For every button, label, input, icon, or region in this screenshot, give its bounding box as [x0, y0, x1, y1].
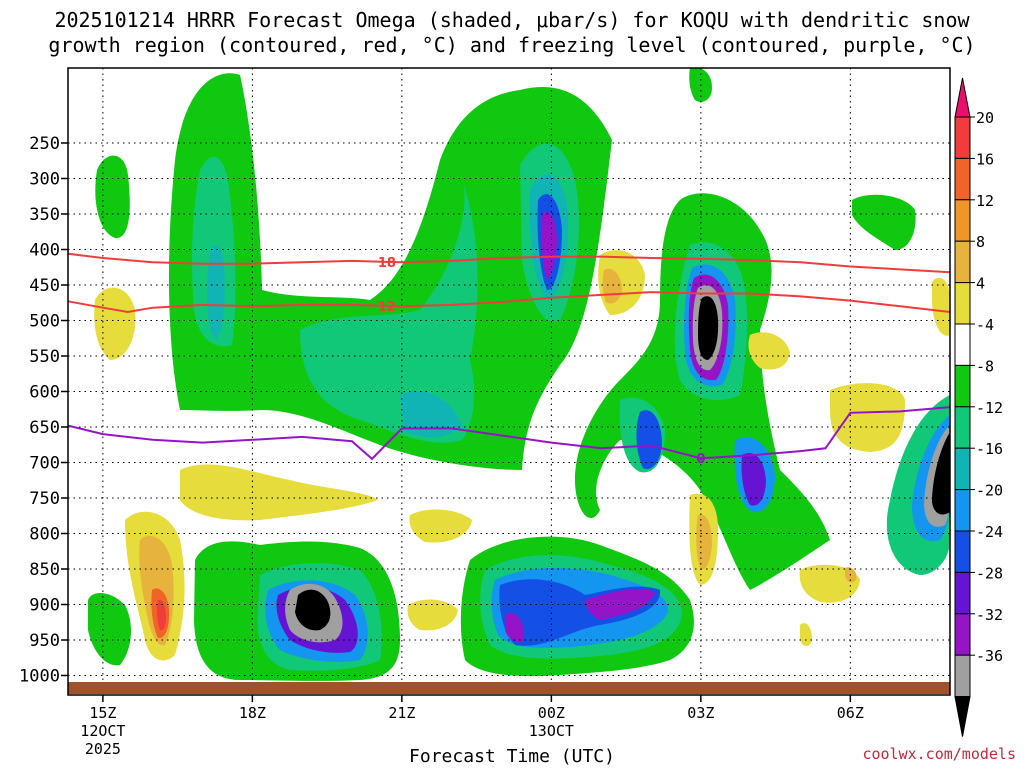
x-tick-label: 18Z: [239, 704, 266, 722]
colorbar-label: -32: [976, 606, 1003, 624]
grid: [68, 68, 950, 695]
y-tick-label: 300: [29, 170, 60, 190]
contours: 18 12 0: [67, 252, 951, 467]
y-tick-label: 700: [29, 454, 60, 474]
credit-link[interactable]: coolwx.com/models: [862, 745, 1016, 763]
x-tick-year: 2025: [85, 740, 121, 758]
y-tick-label: 600: [29, 383, 60, 403]
y-tick-label: 550: [29, 347, 60, 367]
chart-title-line-2: growth region (contoured, red, °C) and f…: [48, 33, 976, 57]
colorbar-cell: [954, 199, 971, 242]
colorbar-cell: [954, 157, 971, 201]
colorbar-cell: [954, 116, 971, 159]
colorbar-top-arrow: [954, 77, 971, 118]
x-tick-label: 03Z: [687, 704, 714, 722]
y-tick-label: 650: [29, 418, 60, 438]
colorbar-cell: [954, 654, 971, 698]
colorbar: 20 16 12 8 4 -4 -8 -12 -16 -20 -24 -28 -32 -36: [954, 77, 1003, 737]
colorbar-cell: [954, 282, 971, 325]
colorbar-cell: [954, 571, 971, 615]
y-tick-label: 950: [29, 631, 60, 651]
x-tick-label: 00Z: [538, 704, 565, 722]
colorbar-label: -12: [976, 399, 1003, 417]
colorbar-cell: [954, 530, 971, 573]
colorbar-cell: [954, 364, 971, 408]
y-tick-label: 850: [29, 560, 60, 580]
colorbar-label: -36: [976, 647, 1003, 665]
colorbar-bottom-arrow: [954, 696, 971, 737]
x-tick-date: 13OCT: [529, 722, 574, 740]
colorbar-cell: [954, 489, 971, 532]
contour-line: [67, 291, 951, 314]
surface-strip: [68, 682, 950, 694]
colorbar-label: 12: [976, 192, 994, 210]
y-tick-label: 800: [29, 525, 60, 545]
colorbar-cell: [954, 240, 971, 284]
colorbar-label: -24: [976, 523, 1003, 541]
colorbar-label: -28: [976, 564, 1003, 582]
contour-label: 18: [378, 256, 396, 271]
colorbar-label: 4: [976, 275, 985, 293]
y-tick-label: 750: [29, 489, 60, 509]
y-tick-label: 900: [29, 596, 60, 616]
colorbar-label: 16: [976, 150, 994, 168]
y-axis: 250 300 350 400 450 500 550 600 650 700 750 800 850 9…: [19, 134, 68, 687]
contour-label: 12: [378, 300, 396, 315]
colorbar-label: 20: [976, 109, 994, 127]
colorbar-label: -16: [976, 440, 1003, 458]
colorbar-cell: [954, 613, 971, 656]
plot-frame: [67, 67, 951, 696]
colorbar-label: -8: [976, 357, 994, 375]
colorbar-label: 8: [976, 233, 985, 251]
colorbar-label: -20: [976, 482, 1003, 500]
x-tick-label: 15Z: [89, 704, 116, 722]
colorbar-label: -4: [976, 316, 994, 334]
contour-line: [67, 406, 951, 461]
colorbar-cell: [954, 406, 971, 449]
y-tick-label: 500: [29, 312, 60, 332]
y-tick-label: 250: [29, 134, 60, 154]
colorbar-cell: [954, 447, 971, 491]
y-tick-label: 400: [29, 241, 60, 261]
contour-label: 0: [696, 452, 705, 467]
contour-line: [67, 252, 951, 274]
y-tick-label: 1000: [19, 667, 60, 687]
chart-title-line-1: 2025101214 HRRR Forecast Omega (shaded, …: [54, 8, 970, 32]
x-tick-label: 06Z: [837, 704, 864, 722]
x-tick-label: 21Z: [388, 704, 415, 722]
omega-shading: [88, 68, 950, 681]
y-tick-label: 450: [29, 276, 60, 296]
y-tick-label: 350: [29, 205, 60, 225]
colorbar-cell: [954, 323, 971, 366]
x-tick-date: 12OCT: [80, 722, 125, 740]
x-axis-title: Forecast Time (UTC): [409, 746, 615, 767]
